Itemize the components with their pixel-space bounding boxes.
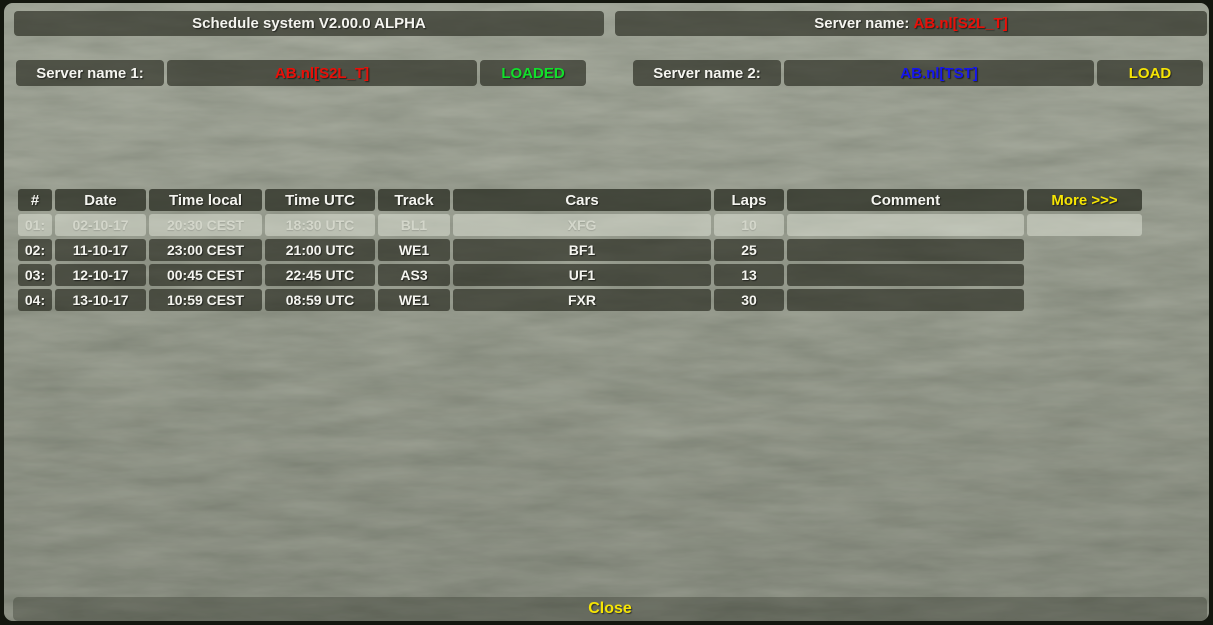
- cell-comment: [787, 289, 1024, 311]
- server2-load-button[interactable]: LOAD: [1097, 60, 1203, 86]
- cell-comment: [787, 239, 1024, 261]
- cell-cars: XFG: [453, 214, 711, 236]
- cell-cars: BF1: [453, 239, 711, 261]
- cell-num: 01:: [18, 214, 52, 236]
- col-header-time-local: Time local: [149, 189, 262, 211]
- cell-cars: UF1: [453, 264, 711, 286]
- server2-label: Server name 2:: [633, 60, 781, 86]
- cell-num: 04:: [18, 289, 52, 311]
- row-more-spacer: [1027, 239, 1142, 261]
- col-header-num: #: [18, 189, 52, 211]
- cell-laps: 10: [714, 214, 784, 236]
- col-header-time-utc: Time UTC: [265, 189, 375, 211]
- col-header-laps: Laps: [714, 189, 784, 211]
- cell-comment: [787, 214, 1024, 236]
- row-more-spacer: [1027, 264, 1142, 286]
- cell-num: 02:: [18, 239, 52, 261]
- row-more-spacer: [1027, 214, 1142, 236]
- server1-name-field[interactable]: AB.nl[S2L_T]: [167, 60, 477, 86]
- cell-time-utc: 21:00 UTC: [265, 239, 375, 261]
- cell-cars: FXR: [453, 289, 711, 311]
- cell-laps: 25: [714, 239, 784, 261]
- col-header-date: Date: [55, 189, 146, 211]
- col-header-comment: Comment: [787, 189, 1024, 211]
- cell-track: WE1: [378, 239, 450, 261]
- app-title: Schedule system V2.00.0 ALPHA: [192, 15, 426, 32]
- cell-num: 03:: [18, 264, 52, 286]
- cell-time-utc: 22:45 UTC: [265, 264, 375, 286]
- grass-texture: [4, 3, 1209, 621]
- server1-load-button[interactable]: LOADED: [480, 60, 586, 86]
- more-columns-button[interactable]: More >>>: [1027, 189, 1142, 211]
- cell-time-local: 10:59 CEST: [149, 289, 262, 311]
- current-server-value: AB.nl[S2L_T]: [913, 15, 1008, 32]
- current-server-label: Server name:: [814, 15, 914, 32]
- cell-time-utc: 08:59 UTC: [265, 289, 375, 311]
- cell-date: 12-10-17: [55, 264, 146, 286]
- cell-time-local: 00:45 CEST: [149, 264, 262, 286]
- schedule-table: # Date Time local Time UTC Track Cars La…: [18, 189, 1142, 311]
- server2-name-field[interactable]: AB.nl[TST]: [784, 60, 1094, 86]
- cell-time-local: 23:00 CEST: [149, 239, 262, 261]
- row-more-spacer: [1027, 289, 1142, 311]
- cell-laps: 30: [714, 289, 784, 311]
- server1-label: Server name 1:: [16, 60, 164, 86]
- cell-date: 13-10-17: [55, 289, 146, 311]
- cell-date: 11-10-17: [55, 239, 146, 261]
- cell-time-utc: 18:30 UTC: [265, 214, 375, 236]
- cell-track: AS3: [378, 264, 450, 286]
- cell-laps: 13: [714, 264, 784, 286]
- schedule-panel: Schedule system V2.00.0 ALPHA Server nam…: [4, 3, 1209, 621]
- col-header-track: Track: [378, 189, 450, 211]
- cell-date: 02-10-17: [55, 214, 146, 236]
- cell-track: BL1: [378, 214, 450, 236]
- current-server-bar: Server name: AB.nl[S2L_T]: [615, 11, 1207, 36]
- col-header-cars: Cars: [453, 189, 711, 211]
- cell-comment: [787, 264, 1024, 286]
- cell-track: WE1: [378, 289, 450, 311]
- close-button[interactable]: Close: [13, 597, 1207, 621]
- app-title-bar: Schedule system V2.00.0 ALPHA: [14, 11, 604, 36]
- cell-time-local: 20:30 CEST: [149, 214, 262, 236]
